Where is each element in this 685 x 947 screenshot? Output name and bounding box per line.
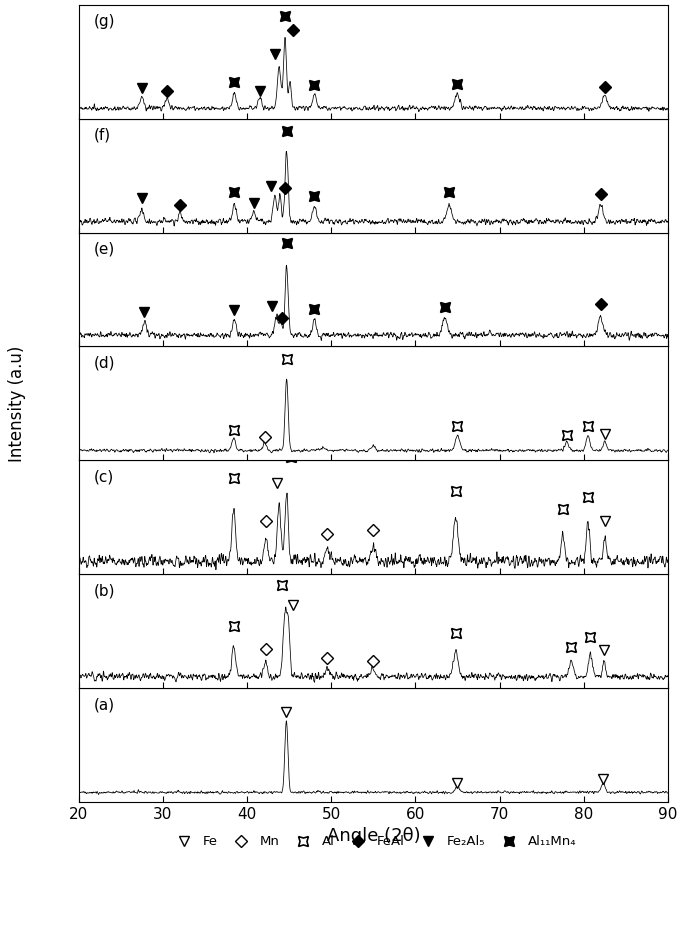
Text: (a): (a) <box>93 697 114 712</box>
Text: (g): (g) <box>93 14 115 28</box>
Text: (b): (b) <box>93 583 115 599</box>
Text: (c): (c) <box>93 470 114 485</box>
Text: (f): (f) <box>93 128 111 143</box>
Text: (e): (e) <box>93 241 115 257</box>
Text: Intensity (a.u): Intensity (a.u) <box>8 346 26 461</box>
Legend: Fe, Mn, Al, FeAl, Fe₂Al₅, Al₁₁Mn₄: Fe, Mn, Al, FeAl, Fe₂Al₅, Al₁₁Mn₄ <box>171 835 576 849</box>
Text: (d): (d) <box>93 355 115 370</box>
Text: Angle (2θ): Angle (2θ) <box>327 827 420 845</box>
